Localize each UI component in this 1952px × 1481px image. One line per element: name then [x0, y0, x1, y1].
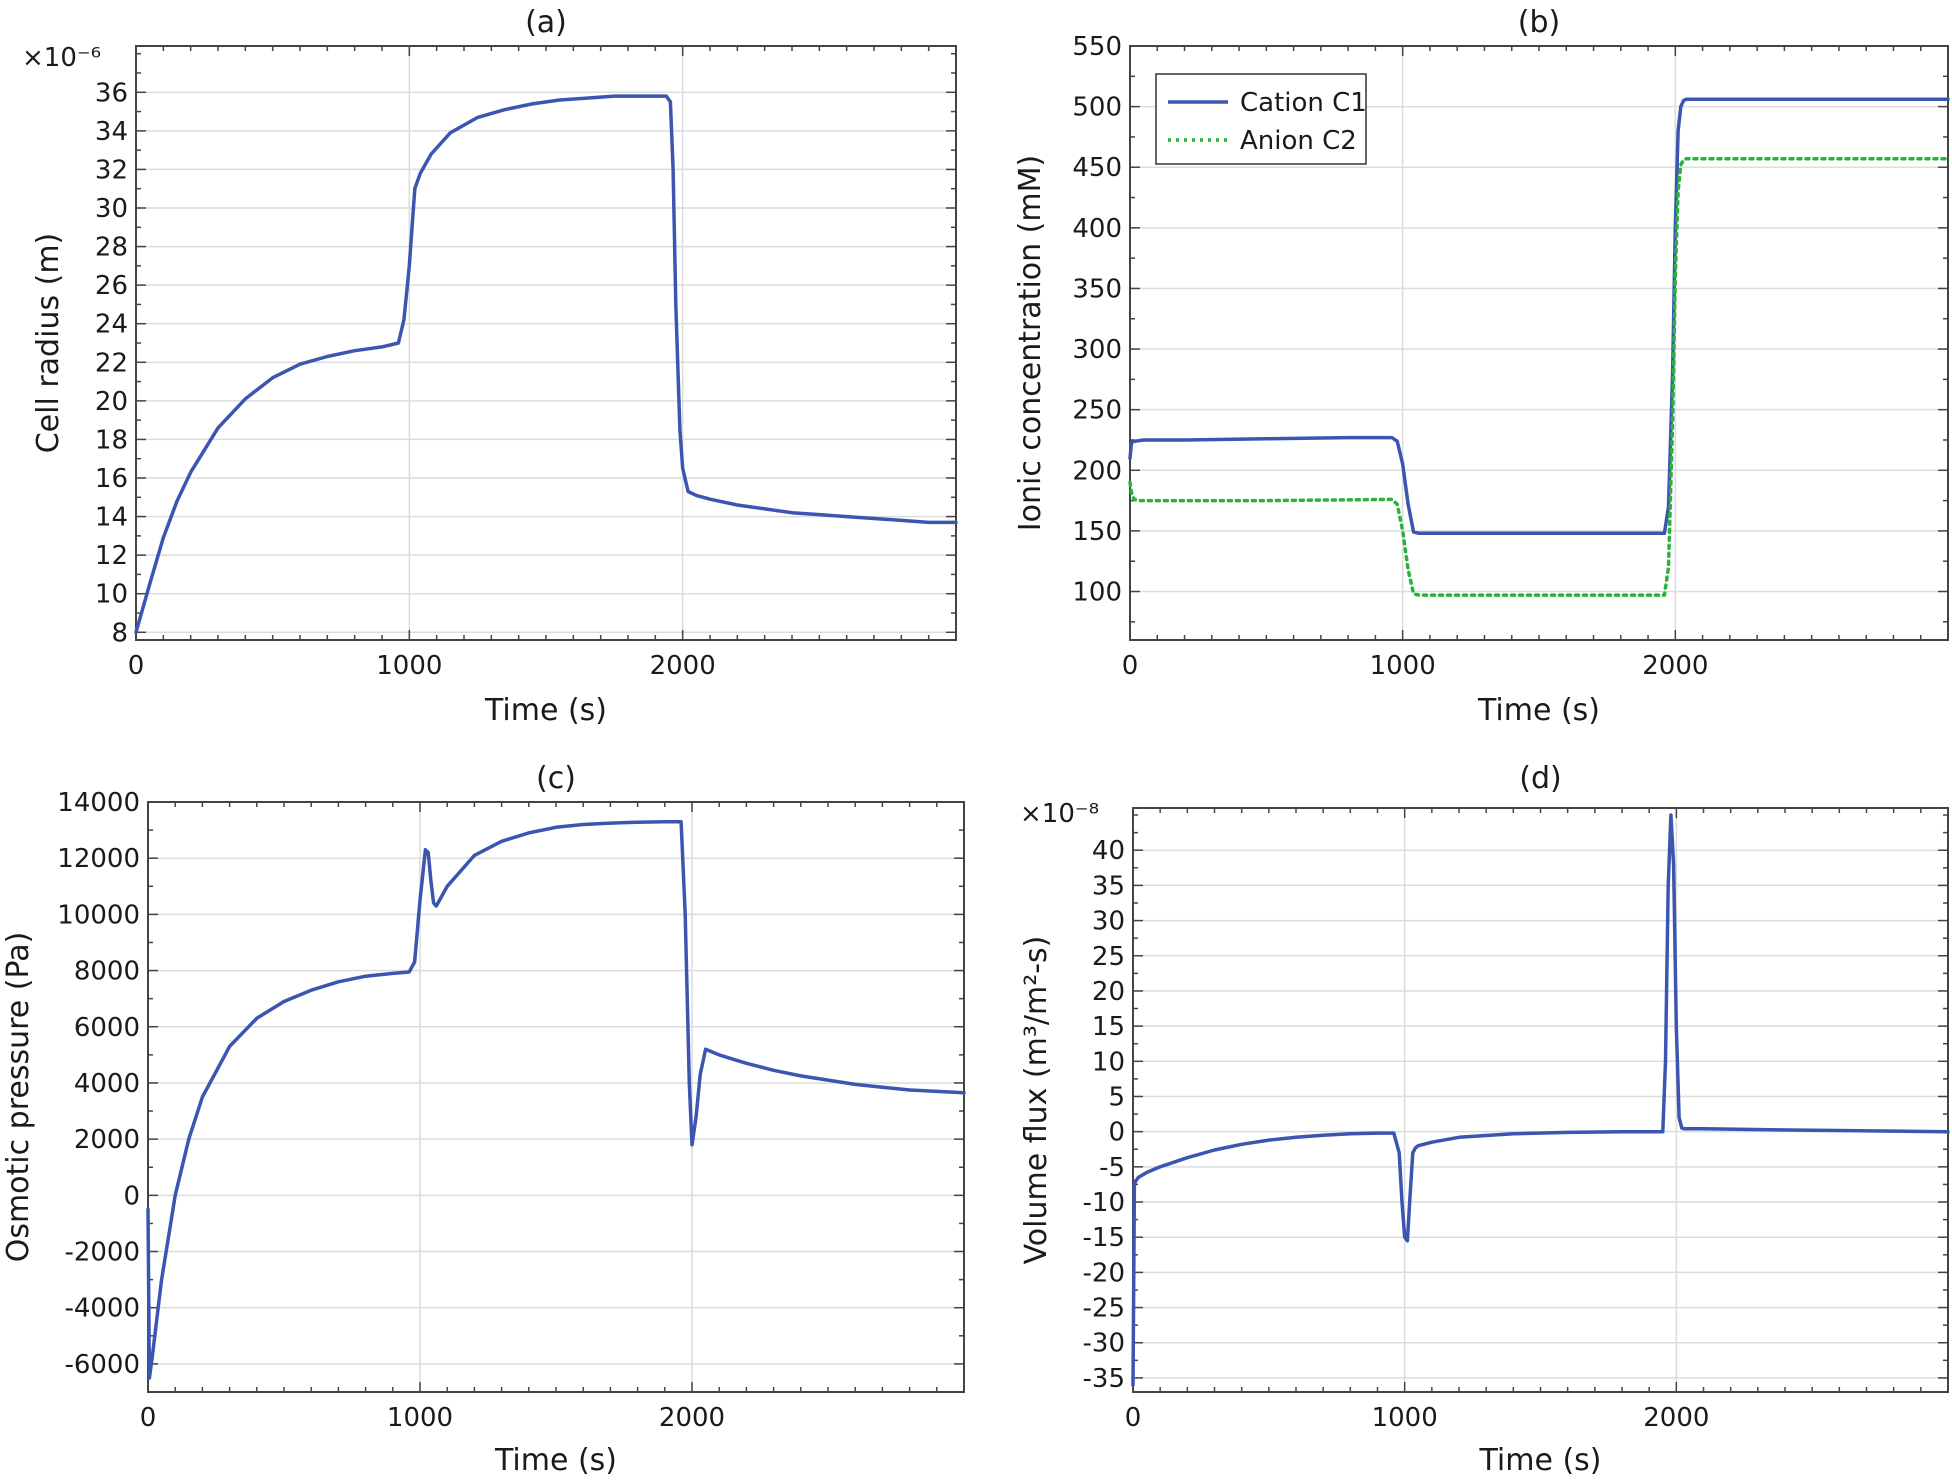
- y-tick-label: -2000: [64, 1238, 140, 1268]
- y-tick-label: 22: [95, 348, 128, 378]
- x-axis-label: Time (s): [484, 693, 607, 728]
- y-tick-label: 25: [1092, 942, 1125, 972]
- y-tick-label: -25: [1083, 1294, 1125, 1324]
- y-tick-label: -30: [1083, 1329, 1125, 1359]
- y-axis-label: Osmotic pressure (Pa): [1, 932, 36, 1263]
- panel-a-cell-radius: 0 1000 2000 8 10 12 14 16 18 20 22 24 26 28 30 32 34 36 (a…: [22, 5, 958, 728]
- y-tick-label: 35: [1092, 871, 1125, 901]
- y-tick-label: -4000: [64, 1294, 140, 1324]
- y-tick-label: 10: [95, 580, 128, 610]
- panel-c-osmotic-pressure: 0 1000 2000 -6000 -4000 -2000 0 2000 4000 6000 800…: [1, 761, 966, 1478]
- panel-title: (c): [536, 761, 576, 796]
- plot-frame: [1132, 807, 1949, 1393]
- panel-d-volume-flux: 0 1000 2000 -35 -30 -25 -20 -15 -10 -5 0 5 10 15 20 25 3…: [1019, 761, 1950, 1478]
- y-tick-label: 12: [95, 541, 128, 571]
- plot-frame: [135, 45, 957, 641]
- y-tick-label: 28: [95, 233, 128, 263]
- y-tick-label: 16: [95, 464, 128, 494]
- y-tick-label: 8000: [74, 957, 140, 987]
- y-tick-label: 10000: [57, 900, 140, 930]
- y-tick-label: -15: [1083, 1223, 1125, 1253]
- y-tick-label: 8: [111, 618, 128, 648]
- panel-b-ionic-concentration: 0 1000 2000 100 150 200 250 300 350 400 450 500 550 (…: [1013, 5, 1950, 728]
- x-tick-label: 1000: [376, 651, 442, 681]
- x-tick-label: 1000: [1370, 651, 1436, 681]
- y-tick-label: 250: [1072, 396, 1122, 426]
- y-tick-label: 550: [1072, 32, 1122, 62]
- y-tick-label: 4000: [74, 1069, 140, 1099]
- y-tick-label: 6000: [74, 1013, 140, 1043]
- y-tick-label: -6000: [64, 1350, 140, 1380]
- y-tick-label: 200: [1072, 456, 1122, 486]
- y-tick-label: 34: [95, 117, 128, 147]
- y-tick-label: -35: [1083, 1364, 1125, 1394]
- y-tick-label: 2000: [74, 1125, 140, 1155]
- series-line-cation-c1: [1128, 97, 1950, 536]
- y-axis-label: Cell radius (m): [31, 233, 66, 454]
- y-tick-label: 5: [1108, 1082, 1125, 1112]
- y-tick-label: 450: [1072, 153, 1122, 183]
- y-multiplier-label: ×10⁻⁸: [1020, 799, 1099, 829]
- y-tick-label: 30: [95, 194, 128, 224]
- y-tick-label: 26: [95, 271, 128, 301]
- y-tick-label: 14000: [57, 788, 140, 818]
- y-tick-label: 150: [1072, 517, 1122, 547]
- y-tick-label: -20: [1083, 1258, 1125, 1288]
- y-multiplier-label: ×10⁻⁶: [22, 43, 101, 73]
- series-line-panel-a: [134, 94, 958, 635]
- y-tick-label: 24: [95, 310, 128, 340]
- panel-title: (a): [525, 5, 567, 40]
- y-tick-label: 20: [1092, 977, 1125, 1007]
- y-tick-label: -10: [1083, 1188, 1125, 1218]
- y-tick-label: -5: [1099, 1153, 1125, 1183]
- y-tick-label: 18: [95, 425, 128, 455]
- plot-frame: [147, 801, 965, 1393]
- x-tick-label: 0: [1122, 651, 1139, 681]
- y-tick-label: 32: [95, 155, 128, 185]
- y-tick-label: 300: [1072, 335, 1122, 365]
- legend-entry: Cation C1: [1240, 88, 1367, 118]
- y-tick-label: 400: [1072, 214, 1122, 244]
- x-axis-label: Time (s): [1479, 1443, 1602, 1478]
- x-tick-label: 0: [140, 1403, 157, 1433]
- y-tick-label: 30: [1092, 907, 1125, 937]
- y-tick-label: 0: [1108, 1118, 1125, 1148]
- x-tick-label: 0: [128, 651, 145, 681]
- series-line-anion-c2: [1128, 156, 1950, 597]
- x-axis-label: Time (s): [1477, 693, 1600, 728]
- series-line-panel-d: [1131, 813, 1950, 1387]
- x-axis-label: Time (s): [494, 1443, 617, 1478]
- x-tick-label: 0: [1125, 1403, 1142, 1433]
- x-tick-label: 1000: [1372, 1403, 1438, 1433]
- y-tick-label: 100: [1072, 578, 1122, 608]
- legend: Cation C1 Anion C2: [1155, 73, 1367, 165]
- legend-entry: Anion C2: [1240, 126, 1357, 156]
- x-tick-label: 2000: [1642, 651, 1708, 681]
- y-tick-label: 350: [1072, 274, 1122, 304]
- x-tick-label: 2000: [659, 1403, 725, 1433]
- x-tick-label: 2000: [1643, 1403, 1709, 1433]
- panel-title: (d): [1519, 761, 1561, 796]
- y-tick-label: 15: [1092, 1012, 1125, 1042]
- y-tick-label: 20: [95, 387, 128, 417]
- y-tick-label: 0: [123, 1181, 140, 1211]
- x-tick-label: 2000: [650, 651, 716, 681]
- series-line-panel-c: [146, 819, 966, 1380]
- y-tick-label: 500: [1072, 93, 1122, 123]
- y-tick-label: 12000: [57, 844, 140, 874]
- y-tick-label: 36: [95, 78, 128, 108]
- y-tick-label: 40: [1092, 836, 1125, 866]
- x-tick-label: 1000: [387, 1403, 453, 1433]
- legend-box: [1155, 73, 1367, 165]
- y-tick-label: 14: [95, 503, 128, 533]
- y-tick-label: 10: [1092, 1047, 1125, 1077]
- y-axis-label: Volume flux (m³/m²-s): [1019, 936, 1054, 1265]
- y-axis-label: Ionic concentration (mM): [1013, 155, 1048, 531]
- panel-title: (b): [1518, 5, 1560, 40]
